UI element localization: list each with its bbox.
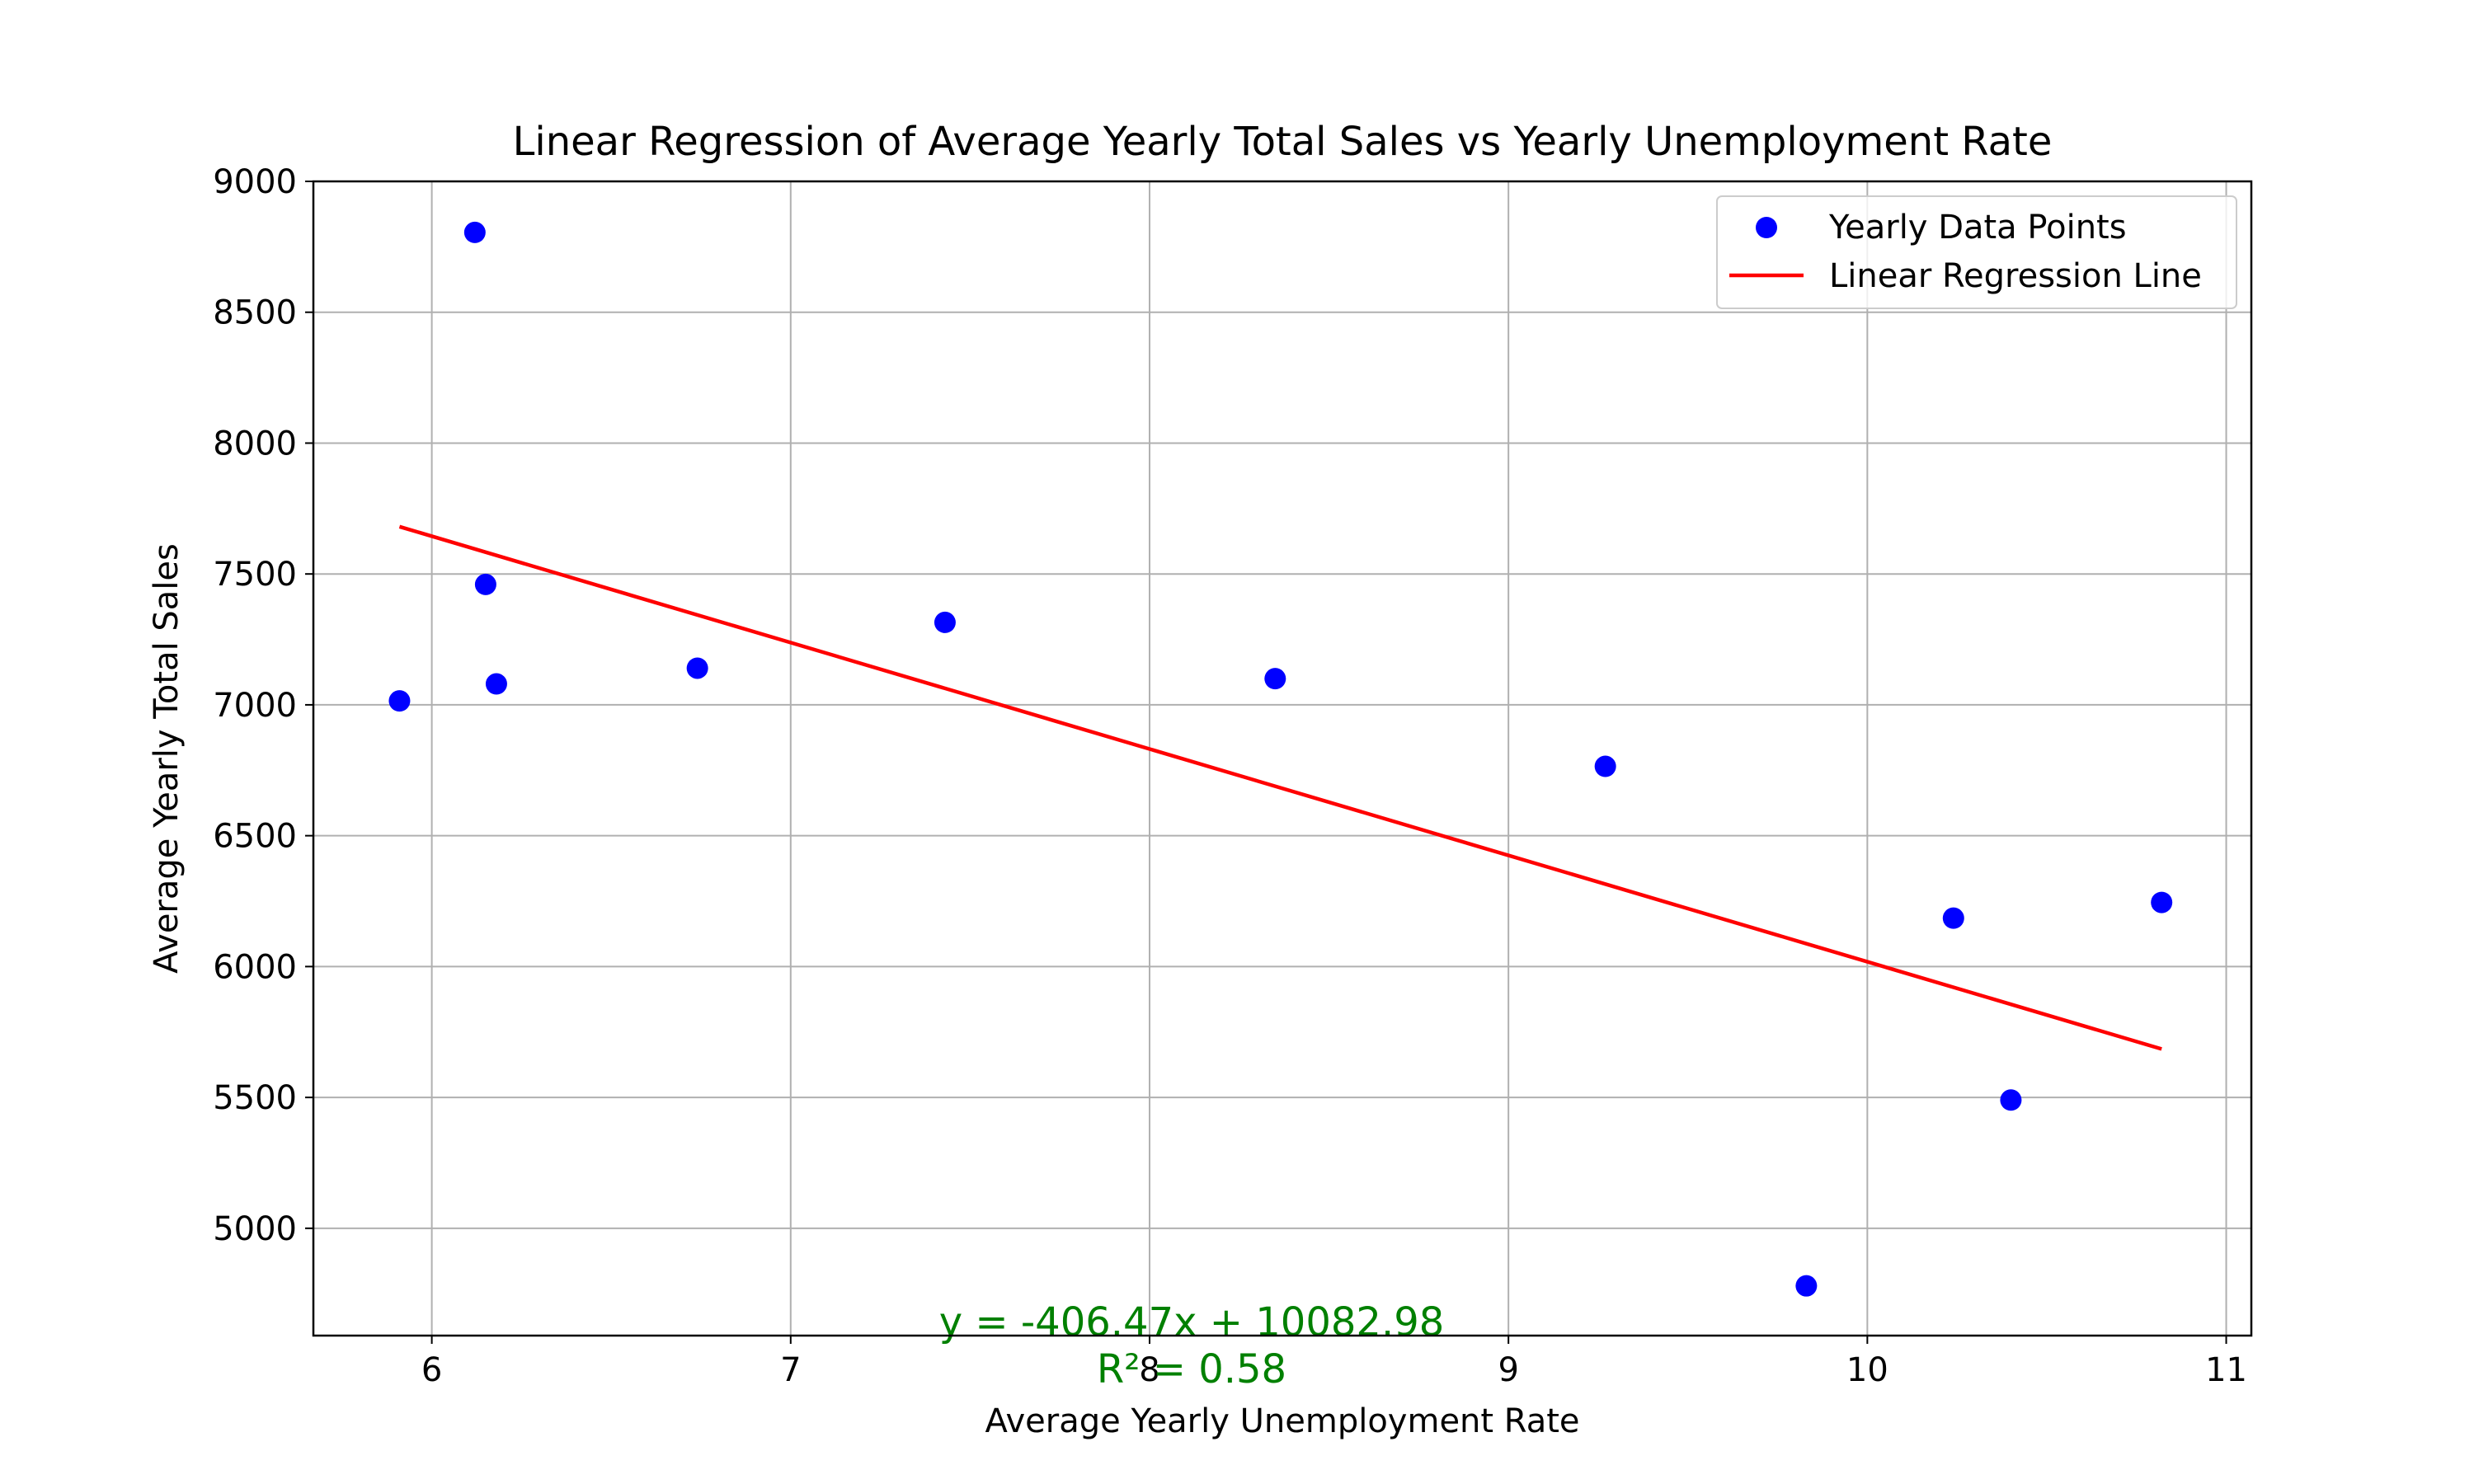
r-squared-label: R² = 0.58 xyxy=(1097,1346,1286,1392)
data-point xyxy=(686,657,708,679)
x-tick-label: 6 xyxy=(421,1351,442,1389)
y-tick-label: 7000 xyxy=(213,687,297,725)
legend-label-data-points: Yearly Data Points xyxy=(1828,209,2127,247)
legend-marker-data-points xyxy=(1756,217,1777,238)
data-point xyxy=(934,611,956,633)
x-tick-label: 9 xyxy=(1498,1351,1518,1389)
y-tick-label: 5000 xyxy=(213,1210,297,1248)
y-tick-label: 6500 xyxy=(213,818,297,856)
plot-frame xyxy=(312,180,2253,1337)
data-point xyxy=(1795,1275,1818,1297)
y-tick-label: 8000 xyxy=(213,425,297,463)
regression-equation: y = -406.47x + 10082.98 xyxy=(939,1299,1445,1345)
x-axis-label: Average Yearly Unemployment Rate xyxy=(985,1402,1579,1440)
data-point-layer xyxy=(388,221,2173,1297)
x-tick-label: 10 xyxy=(1846,1351,1888,1389)
data-point xyxy=(474,573,496,595)
data-point xyxy=(1594,755,1616,777)
data-point xyxy=(388,690,411,712)
regression-line-layer xyxy=(398,524,2162,1051)
x-tick-label: 7 xyxy=(780,1351,801,1389)
legend: Yearly Data Points Linear Regression Line xyxy=(1716,195,2237,309)
y-tick-label: 6000 xyxy=(213,948,297,986)
data-point xyxy=(2000,1089,2022,1111)
axes: 6 7 8 9 10 11 5000 5500 6000 6500 7000 7500 8000 8500… xyxy=(213,163,2247,1389)
y-tick-label: 9000 xyxy=(213,163,297,201)
y-tick-label: 5500 xyxy=(213,1079,297,1117)
data-point xyxy=(1264,668,1286,690)
data-point xyxy=(463,221,486,243)
x-tick-label: 8 xyxy=(1139,1351,1159,1389)
data-point xyxy=(485,673,507,695)
legend-label-regression-line: Linear Regression Line xyxy=(1829,257,2202,295)
regression-line xyxy=(398,524,2162,1051)
x-tick-label: 11 xyxy=(2205,1351,2247,1389)
y-tick-label: 8500 xyxy=(213,294,297,332)
data-point xyxy=(2151,891,2173,913)
chart-title: Linear Regression of Average Yearly Tota… xyxy=(513,119,2053,165)
y-tick-label: 7500 xyxy=(213,556,297,594)
legend-box xyxy=(1716,195,2237,309)
data-point xyxy=(1942,907,1964,929)
y-axis-label: Average Yearly Total Sales xyxy=(148,543,186,974)
